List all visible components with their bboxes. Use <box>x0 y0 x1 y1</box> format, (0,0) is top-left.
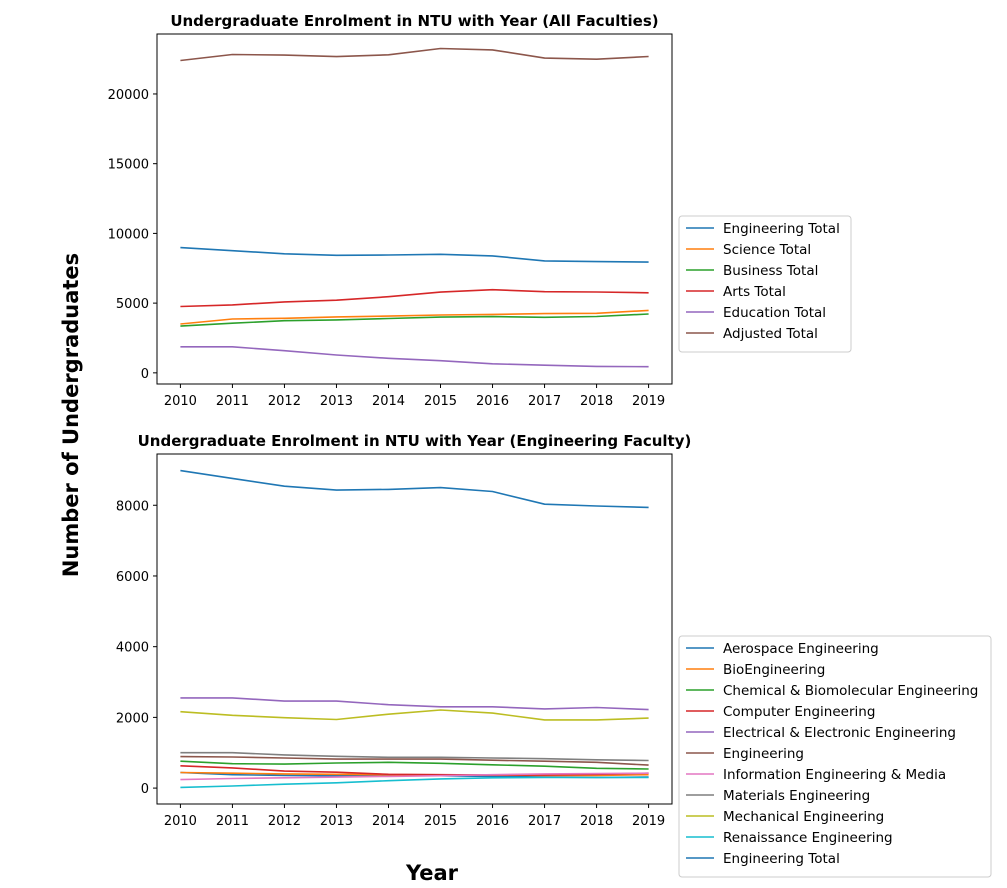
x-tick-label: 2017 <box>528 814 561 829</box>
legend-box <box>678 635 992 878</box>
x-tick-label: 2011 <box>216 394 249 409</box>
x-tick-label: 2019 <box>632 814 665 829</box>
series-line <box>180 313 649 327</box>
axes-frame <box>156 33 673 385</box>
series-line <box>180 765 649 776</box>
y-tick-label: 20000 <box>108 88 149 103</box>
series-line <box>180 755 649 766</box>
legend-entry: Aerospace Engineering <box>723 641 879 657</box>
legend-entry: Business Total <box>723 263 818 279</box>
legend-entry: Information Engineering & Media <box>723 767 946 783</box>
series-line <box>180 760 649 770</box>
chart-engineering-faculty: Undergraduate Enrolment in NTU with Year… <box>116 432 992 878</box>
y-tick-label: 15000 <box>108 158 149 173</box>
x-tick-label: 2016 <box>476 814 509 829</box>
y-tick-label: 5000 <box>116 297 149 312</box>
x-tick-label: 2018 <box>580 394 613 409</box>
legend-entry: Materials Engineering <box>723 788 870 804</box>
legend-entry: Engineering Total <box>723 851 840 867</box>
x-tick-label: 2017 <box>528 394 561 409</box>
y-tick-label: 0 <box>141 782 149 797</box>
legend-entry: Computer Engineering <box>723 704 875 720</box>
axes-frame <box>156 453 673 805</box>
series-line <box>180 246 649 263</box>
x-tick-label: 2013 <box>320 394 353 409</box>
y-tick-label: 10000 <box>108 227 149 242</box>
series-line <box>180 772 649 781</box>
x-tick-label: 2014 <box>372 814 405 829</box>
y-tick-label: 4000 <box>116 641 149 656</box>
x-tick-label: 2014 <box>372 394 405 409</box>
x-tick-label: 2015 <box>424 394 457 409</box>
x-tick-label: 2015 <box>424 814 457 829</box>
series-line <box>180 776 649 789</box>
x-tick-label: 2013 <box>320 814 353 829</box>
legend-entry: Engineering Total <box>723 221 840 237</box>
x-tick-label: 2019 <box>632 394 665 409</box>
x-tick-label: 2010 <box>164 394 197 409</box>
series-line <box>180 47 649 62</box>
series-line <box>180 697 649 711</box>
series-line <box>180 288 649 308</box>
legend-entry: Arts Total <box>723 284 786 300</box>
y-tick-label: 0 <box>141 367 149 382</box>
series-line <box>180 469 649 509</box>
x-tick-label: 2018 <box>580 814 613 829</box>
legend-entry: Adjusted Total <box>723 326 818 342</box>
chart-all-faculties: Undergraduate Enrolment in NTU with Year… <box>108 12 852 409</box>
legend-entry: Mechanical Engineering <box>723 809 884 825</box>
legend-entry: BioEngineering <box>723 662 825 678</box>
legend-entry: Chemical & Biomolecular Engineering <box>723 683 978 699</box>
y-tick-label: 2000 <box>116 711 149 726</box>
chart-title: Undergraduate Enrolment in NTU with Year… <box>138 432 692 450</box>
series-line <box>180 709 649 721</box>
x-tick-label: 2012 <box>268 394 301 409</box>
legend-entry: Electrical & Electronic Engineering <box>723 725 956 741</box>
series-line <box>180 309 649 325</box>
series-line <box>180 345 649 368</box>
chart-title: Undergraduate Enrolment in NTU with Year… <box>170 12 658 30</box>
figure-y-label: Number of Undergraduates <box>59 253 83 577</box>
y-tick-label: 6000 <box>116 570 149 585</box>
figure-x-label: Year <box>405 861 459 885</box>
x-tick-label: 2016 <box>476 394 509 409</box>
y-tick-label: 8000 <box>116 499 149 514</box>
x-tick-label: 2010 <box>164 814 197 829</box>
legend-entry: Renaissance Engineering <box>723 830 893 846</box>
legend-entry: Education Total <box>723 305 826 321</box>
legend-entry: Engineering <box>723 746 804 762</box>
x-tick-label: 2011 <box>216 814 249 829</box>
x-tick-label: 2012 <box>268 814 301 829</box>
legend-entry: Science Total <box>723 242 811 258</box>
series-line <box>180 751 649 762</box>
legend-box <box>678 215 852 353</box>
